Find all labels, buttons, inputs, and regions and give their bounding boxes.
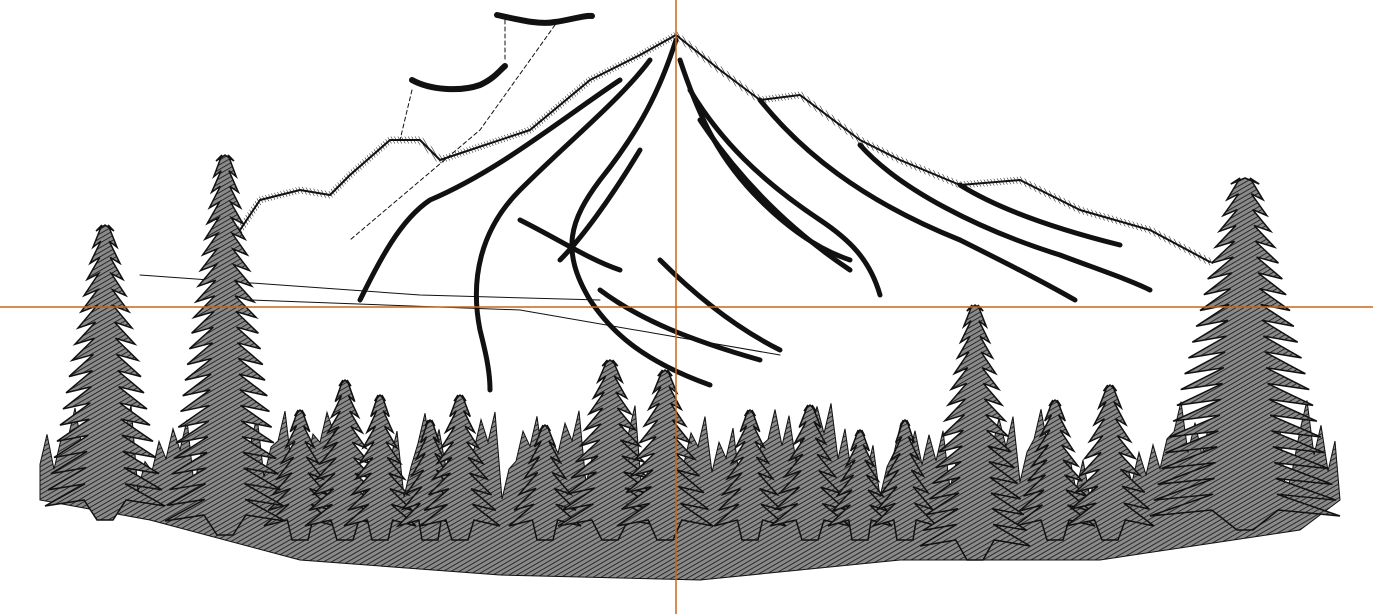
pine-tree: [419, 393, 501, 541]
birds: [409, 12, 595, 93]
pine-tree: [263, 408, 337, 541]
forest-band: [39, 400, 1341, 581]
forest: [39, 154, 1341, 581]
tall-pine-tree: [164, 154, 286, 536]
jump-stitches: [349, 19, 556, 241]
mountain-edge: [239, 34, 1211, 263]
pine-tree: [870, 418, 940, 541]
pine-tree: [343, 393, 417, 541]
pine-tree: [616, 369, 714, 541]
mountain-ridges: [357, 37, 1153, 393]
tall-pine-tree: [44, 224, 166, 521]
pine-tree: [769, 403, 851, 541]
pine-tree: [508, 423, 582, 541]
tall-pine-tree: [1149, 177, 1341, 531]
mountain: [139, 12, 1214, 393]
pine-tree: [557, 359, 663, 541]
pine-tree: [713, 408, 787, 541]
pine-tree: [827, 428, 893, 541]
pine-tree: [1065, 383, 1155, 541]
tall-pine-tree: [919, 304, 1031, 561]
